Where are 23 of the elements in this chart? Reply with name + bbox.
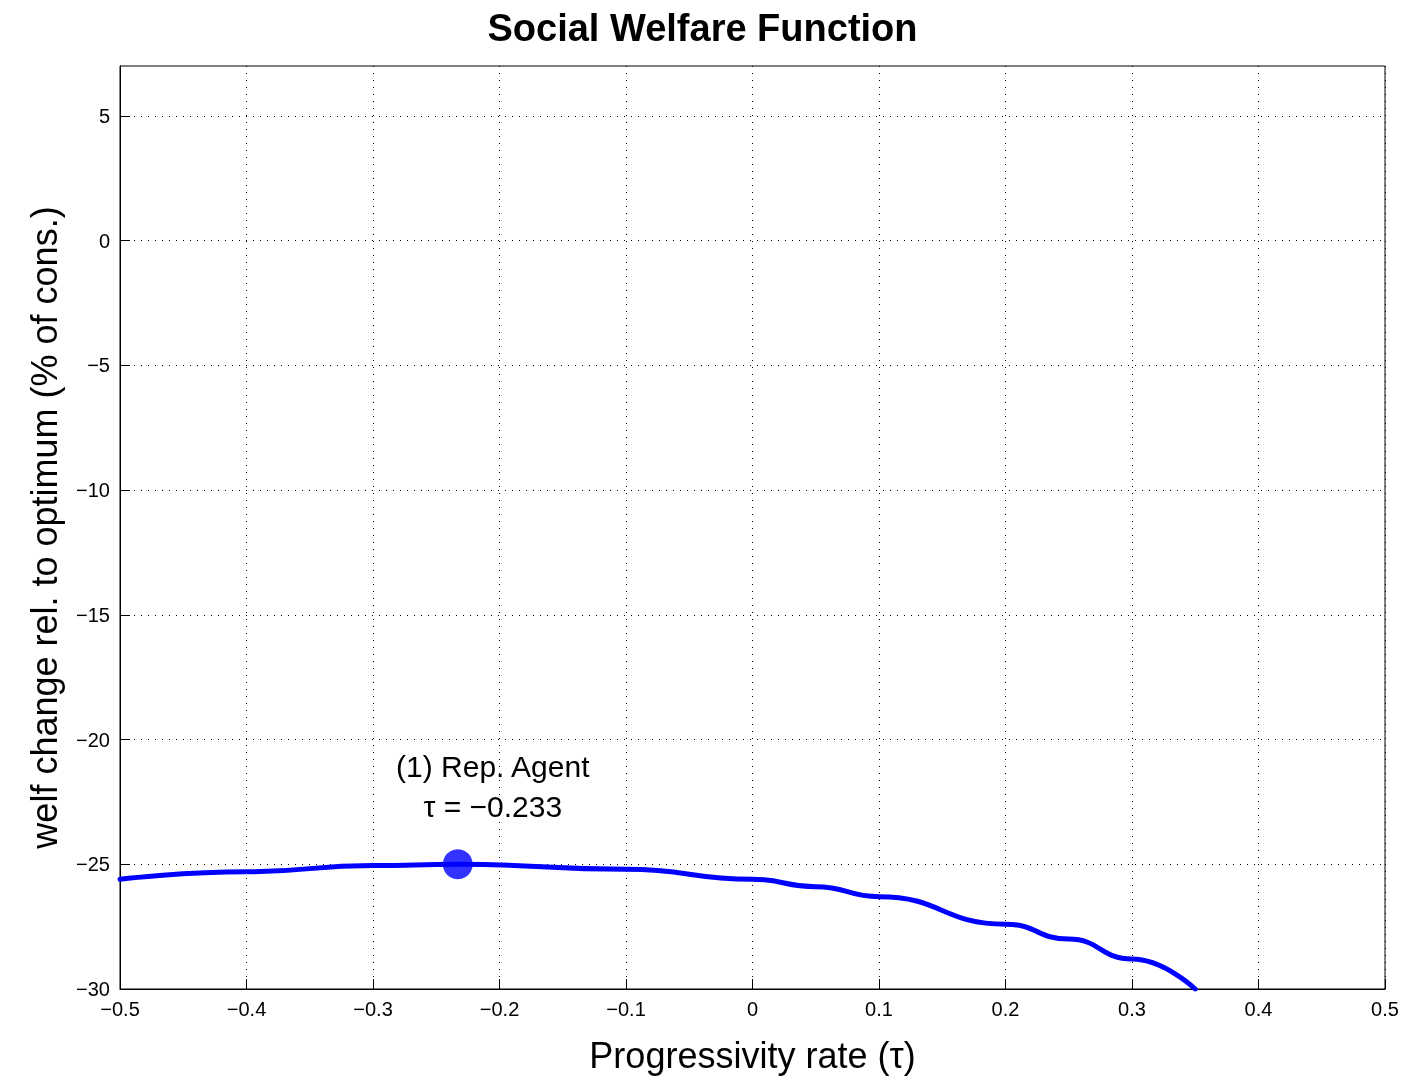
x-tick-label: −0.5 bbox=[100, 998, 140, 1020]
x-tick-label: −0.3 bbox=[353, 998, 393, 1020]
y-tick-label: −5 bbox=[87, 354, 110, 377]
y-tick-label: −10 bbox=[76, 479, 110, 502]
x-tick-label: 0.3 bbox=[1118, 998, 1146, 1020]
y-tick-label: −30 bbox=[76, 978, 110, 1000]
x-tick-label: −0.4 bbox=[226, 998, 267, 1020]
x-tick-label: 0 bbox=[746, 998, 759, 1020]
x-axis-title: Progressivity rate (τ) bbox=[589, 1034, 916, 1076]
annotation: (1) Rep. Agent τ = −0.233 bbox=[396, 749, 591, 823]
y-axis-title: welf change rel. to optimum (% of cons.) bbox=[23, 206, 65, 850]
x-tick-label: 0.5 bbox=[1371, 998, 1399, 1020]
x-tick-label: −0.2 bbox=[479, 998, 520, 1020]
y-tick-label: −25 bbox=[76, 853, 110, 876]
x-tick-label: 0.2 bbox=[991, 998, 1020, 1020]
y-tick-label: −15 bbox=[76, 603, 110, 626]
x-tick-label: 0.4 bbox=[1244, 998, 1273, 1020]
y-tick-label: −20 bbox=[76, 728, 110, 751]
x-tick-label: 0.1 bbox=[865, 998, 893, 1020]
y-tick-label: 0 bbox=[98, 229, 110, 252]
chart-title: Social Welfare Function bbox=[487, 7, 918, 49]
y-tick-label: 5 bbox=[98, 104, 110, 127]
x-tick-label: −0.1 bbox=[606, 998, 646, 1020]
